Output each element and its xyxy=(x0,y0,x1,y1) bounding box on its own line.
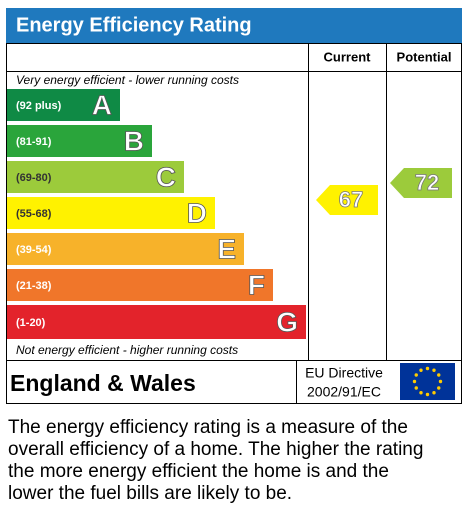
eu-star xyxy=(412,379,417,384)
eu-star xyxy=(414,373,418,377)
description-line: the more energy efficient the home is an… xyxy=(8,461,389,482)
band-bar xyxy=(7,269,273,301)
band-letter: D xyxy=(187,197,207,228)
band-range: (92 plus) xyxy=(16,100,62,112)
eu-star xyxy=(419,391,423,395)
bottom-note: Not energy efficient - higher running co… xyxy=(16,343,238,357)
current-arrow xyxy=(316,185,378,215)
band-bar xyxy=(7,89,120,121)
band-bar xyxy=(7,197,215,229)
eu-star xyxy=(425,392,430,397)
band-bar xyxy=(7,233,244,265)
band-bar xyxy=(7,125,152,157)
band-letter: F xyxy=(248,269,265,300)
band-bar xyxy=(7,161,184,193)
eu-star xyxy=(432,368,436,372)
description-line: The energy efficiency rating is a measur… xyxy=(8,417,408,438)
potential-arrow xyxy=(390,168,452,198)
region: England & Wales xyxy=(10,370,196,396)
column-header: Current xyxy=(324,49,372,64)
eu-stars xyxy=(412,366,443,397)
band-range: (39-54) xyxy=(16,244,52,256)
potential-value: 72 xyxy=(415,170,439,195)
band-range: (69-80) xyxy=(16,172,52,184)
header-bar xyxy=(6,8,462,43)
directive: EU Directive xyxy=(305,365,383,381)
band-letter: G xyxy=(276,306,298,337)
band-letter: B xyxy=(124,125,144,156)
band-letter: C xyxy=(156,161,176,192)
directive: 2002/91/EC xyxy=(307,384,381,400)
band-range: (1-20) xyxy=(16,317,46,329)
band-range: (21-38) xyxy=(16,280,52,292)
band-letter: E xyxy=(217,233,236,264)
eu-star xyxy=(437,373,441,377)
top-note: Very energy efficient - lower running co… xyxy=(16,73,239,87)
eu-star xyxy=(432,391,436,395)
eu-star xyxy=(425,366,430,371)
band-range: (81-91) xyxy=(16,136,52,148)
band-bar xyxy=(7,305,306,339)
description-line: lower the fuel bills are likely to be. xyxy=(8,483,292,504)
current-value: 67 xyxy=(339,187,363,212)
frame xyxy=(6,43,462,404)
eu-star xyxy=(414,386,418,390)
band-letter: A xyxy=(92,89,112,120)
eu-star xyxy=(419,368,423,372)
column-header: Potential xyxy=(397,49,452,64)
eu-star xyxy=(437,386,441,390)
description-line: overall efficiency of a home. The higher… xyxy=(8,439,423,460)
band-range: (55-68) xyxy=(16,208,52,220)
title: Energy Efficiency Rating xyxy=(16,14,252,36)
eu-star xyxy=(438,379,443,384)
